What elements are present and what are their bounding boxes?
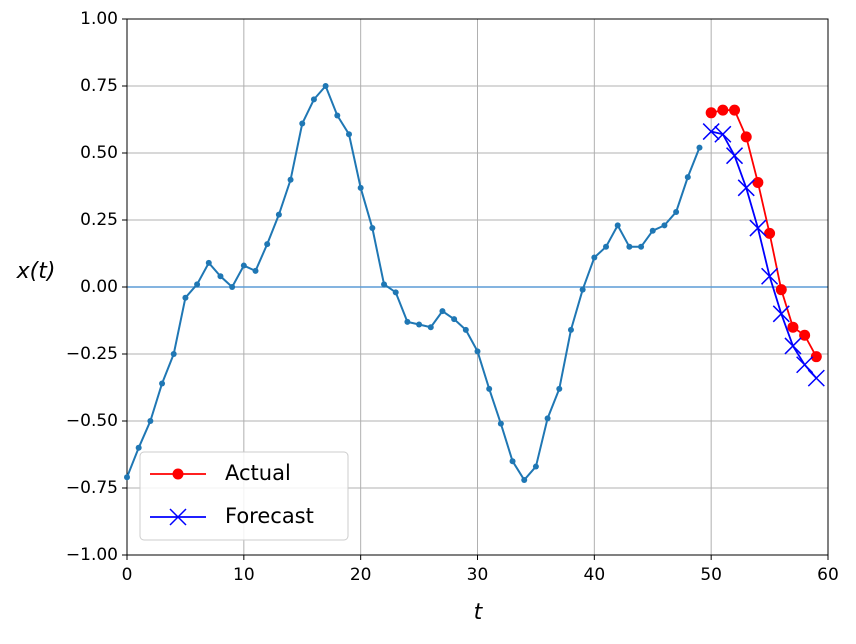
- legend-label: Forecast: [225, 504, 314, 528]
- x-tick-label: 30: [467, 565, 489, 585]
- point: [567, 326, 574, 333]
- point: [416, 321, 423, 328]
- point: [275, 211, 282, 218]
- point: [170, 351, 177, 357]
- point: [381, 281, 388, 288]
- point: [451, 316, 458, 323]
- point: [334, 112, 341, 119]
- point: [579, 286, 586, 293]
- legend-marker: [172, 468, 184, 480]
- point: [404, 318, 411, 325]
- point: [392, 289, 399, 296]
- point: [322, 83, 329, 89]
- point: [702, 123, 720, 141]
- y-tick-label: −0.75: [66, 478, 118, 498]
- legend-marker: [169, 508, 187, 526]
- y-tick-label: 1.00: [80, 9, 118, 29]
- x-tick-label: 0: [122, 565, 133, 585]
- point: [661, 222, 668, 229]
- y-tick-label: 0.75: [80, 76, 118, 96]
- y-tick-label: 0.50: [80, 143, 118, 163]
- point: [761, 267, 779, 285]
- point: [729, 104, 741, 116]
- x-tick-label: 10: [233, 565, 255, 585]
- y-tick-label: −0.50: [66, 411, 118, 431]
- point: [159, 380, 166, 387]
- point: [345, 131, 352, 138]
- point: [310, 96, 317, 103]
- point: [684, 174, 691, 181]
- point: [591, 254, 598, 261]
- point: [649, 227, 656, 234]
- point: [614, 222, 621, 229]
- point: [807, 369, 825, 387]
- point: [135, 444, 142, 451]
- point: [772, 305, 790, 323]
- point: [764, 227, 776, 239]
- series-line: [710, 109, 818, 358]
- point: [796, 356, 814, 374]
- point: [182, 294, 189, 301]
- point: [737, 179, 755, 197]
- point: [603, 243, 610, 250]
- point: [462, 326, 469, 333]
- series-line: [710, 130, 817, 379]
- point: [626, 243, 633, 250]
- point: [497, 420, 504, 427]
- point: [810, 351, 822, 363]
- point: [240, 262, 247, 269]
- point: [124, 474, 130, 481]
- point: [369, 225, 376, 232]
- point: [474, 348, 481, 355]
- point: [787, 321, 799, 333]
- point: [229, 284, 236, 290]
- point: [252, 267, 259, 274]
- point: [439, 308, 446, 315]
- point: [799, 329, 811, 341]
- point: [717, 104, 729, 116]
- point: [264, 241, 271, 248]
- x-tick-label: 20: [350, 565, 372, 585]
- point: [217, 273, 224, 280]
- x-tick-label: 40: [584, 565, 606, 585]
- point: [521, 476, 528, 483]
- y-tick-label: −0.25: [66, 344, 118, 364]
- y-tick-label: 0.00: [80, 277, 118, 297]
- point: [486, 385, 493, 392]
- point: [775, 284, 787, 296]
- legend-label: Actual: [225, 461, 291, 485]
- y-tick-label: 0.25: [80, 210, 118, 230]
- point: [673, 208, 680, 215]
- point: [427, 324, 434, 331]
- point: [714, 125, 732, 143]
- point: [740, 131, 752, 143]
- point: [544, 415, 551, 422]
- plot-frame: [126, 18, 829, 556]
- point: [509, 458, 516, 465]
- point: [638, 243, 645, 250]
- point: [147, 418, 154, 424]
- x-axis-label: t: [474, 600, 484, 625]
- point: [532, 463, 539, 470]
- y-axis-label: x(t): [16, 259, 56, 284]
- point: [705, 107, 717, 119]
- point: [205, 259, 212, 266]
- point: [299, 120, 306, 127]
- x-tick-label: 50: [700, 565, 722, 585]
- point: [749, 219, 767, 237]
- point: [556, 385, 563, 392]
- point: [357, 184, 364, 191]
- point: [696, 144, 703, 151]
- point: [752, 176, 764, 188]
- point: [726, 147, 744, 165]
- point: [287, 176, 294, 183]
- point: [194, 281, 201, 288]
- x-tick-label: 60: [817, 565, 839, 585]
- y-tick-label: −1.00: [66, 545, 118, 565]
- point: [784, 337, 802, 355]
